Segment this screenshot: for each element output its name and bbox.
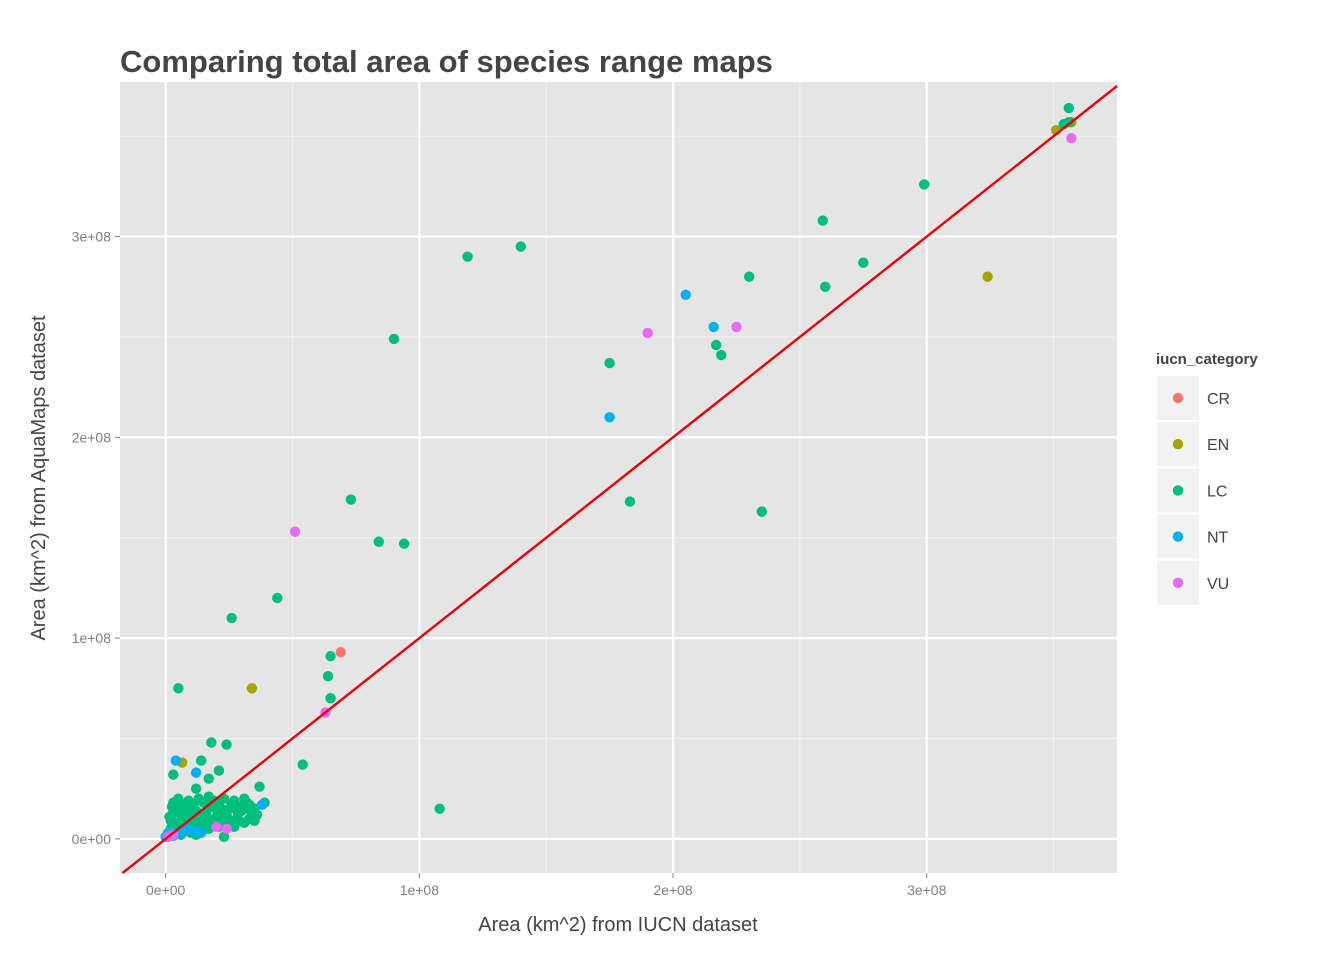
data-point-lc: [624, 496, 636, 507]
data-point-lc: [462, 251, 473, 262]
data-point-nt: [680, 289, 691, 301]
data-point-nt: [256, 799, 268, 810]
legend-entries: CR EN LC NT VU: [1157, 376, 1230, 605]
data-point-lc: [434, 803, 445, 814]
data-point-vu: [289, 526, 301, 537]
data-point-lc: [325, 693, 336, 704]
data-point-vu: [211, 821, 222, 833]
data-point-lc: [173, 683, 184, 694]
data-point-nt: [195, 827, 207, 839]
data-point-cr: [335, 646, 346, 658]
data-point-lc: [223, 803, 235, 814]
data-point-lc: [206, 737, 217, 748]
data-point-lc: [604, 357, 615, 369]
data-point-lc: [373, 536, 384, 547]
data-point-nt: [170, 755, 182, 766]
data-point-lc: [297, 759, 308, 770]
data-point-vu: [642, 327, 653, 339]
data-point-lc: [222, 813, 234, 824]
data-point-lc: [221, 739, 232, 750]
data-point-vu: [1066, 133, 1077, 144]
data-point-lc: [164, 811, 175, 822]
data-point-lc: [743, 271, 755, 282]
data-point-lc: [345, 494, 357, 505]
data-point-en: [246, 683, 258, 694]
legend-label-vu: VU: [1207, 576, 1229, 593]
data-point-lc: [212, 807, 223, 818]
data-point-lc: [168, 769, 179, 780]
x-axis-label: Area (km^2) from IUCN dataset: [478, 914, 758, 936]
x-tick-label: 3e+08: [907, 882, 947, 898]
data-point-en: [982, 271, 993, 282]
data-point-lc: [218, 831, 230, 843]
identity-reference-line: [121, 85, 1118, 874]
data-point-lc: [190, 783, 202, 794]
x-tick-label: 1e+08: [400, 882, 440, 898]
data-point-lc: [322, 671, 334, 682]
data-point-lc: [232, 807, 244, 818]
legend: iucn_category CR EN LC NT VU: [1156, 351, 1258, 605]
legend-swatch-nt: [1172, 531, 1184, 542]
data-point-lc: [192, 811, 203, 822]
x-tick-label: 2e+08: [653, 882, 693, 898]
data-point-lc: [710, 339, 722, 351]
x-axis-ticks: 0e+00 1e+08 2e+08 3e+08: [146, 873, 947, 898]
data-point-lc: [858, 257, 869, 268]
x-tick-label: 0e+00: [146, 882, 186, 898]
data-point-lc: [756, 506, 768, 517]
legend-label-en: EN: [1207, 437, 1229, 454]
data-point-nt: [604, 412, 615, 423]
data-point-lc: [226, 612, 237, 624]
data-point-lc: [325, 650, 336, 662]
data-point-nt: [190, 767, 202, 778]
legend-label-nt: NT: [1207, 530, 1229, 547]
data-point-vu: [221, 823, 232, 835]
data-point-lc: [254, 781, 265, 792]
data-point-lc: [515, 241, 527, 252]
data-points: [160, 102, 1077, 843]
data-point-lc: [176, 799, 188, 810]
data-point-lc: [203, 773, 214, 784]
y-tick-label: 0e+00: [72, 831, 112, 847]
plot-panel: [120, 82, 1117, 873]
legend-title: iucn_category: [1156, 351, 1258, 368]
y-tick-label: 1e+08: [72, 630, 112, 646]
legend-swatch-en: [1172, 439, 1184, 450]
legend-swatch-cr: [1172, 392, 1184, 404]
data-point-lc: [716, 349, 727, 361]
data-point-vu: [731, 321, 742, 333]
data-point-lc: [820, 281, 831, 292]
data-point-lc: [202, 813, 213, 824]
minor-grid: [120, 82, 1117, 873]
data-point-lc: [272, 592, 283, 604]
y-tick-label: 3e+08: [72, 229, 112, 245]
data-point-lc: [195, 755, 207, 766]
legend-label-cr: CR: [1207, 391, 1230, 408]
data-point-nt: [708, 321, 719, 333]
legend-swatch-vu: [1172, 577, 1184, 588]
legend-label-lc: LC: [1207, 483, 1227, 500]
y-axis-ticks: 0e+00 1e+08 2e+08 3e+08: [72, 229, 120, 847]
data-point-lc: [388, 333, 400, 345]
legend-swatch-lc: [1172, 485, 1184, 496]
data-point-lc: [251, 809, 263, 820]
major-grid: [120, 82, 1117, 873]
data-point-lc: [817, 215, 828, 226]
data-point-lc: [213, 765, 225, 776]
data-point-lc: [398, 538, 410, 549]
y-tick-label: 2e+08: [72, 429, 112, 445]
data-point-lc: [1063, 102, 1074, 114]
y-axis-label: Area (km^2) from AquaMaps dataset: [28, 315, 50, 641]
chart-title: Comparing total area of species range ma…: [120, 44, 773, 79]
data-point-lc: [918, 179, 930, 190]
data-point-lc: [242, 803, 254, 814]
